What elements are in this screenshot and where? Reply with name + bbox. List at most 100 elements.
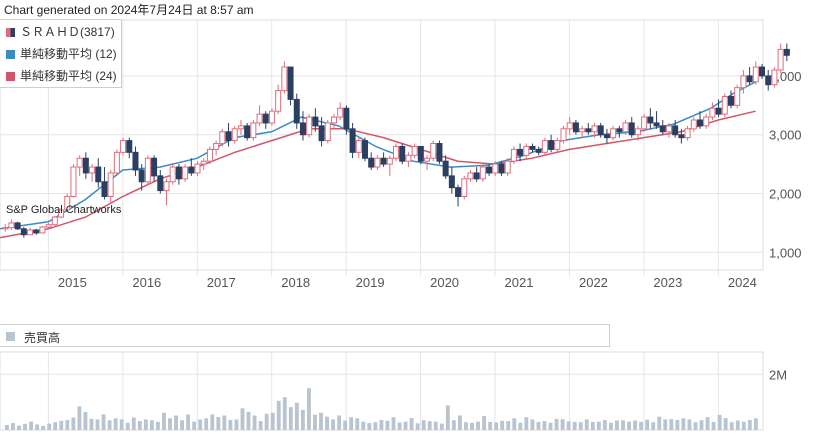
- legend-label-sma24: 単純移動平均 (24): [20, 69, 117, 83]
- candle-down: [603, 134, 610, 139]
- candle-up: [684, 128, 691, 139]
- volume-bar: [445, 405, 450, 430]
- volume-swatch: [6, 332, 15, 341]
- candle-up: [337, 107, 344, 118]
- volume-bar: [41, 425, 46, 430]
- candle-down: [151, 157, 158, 177]
- volume-bar: [95, 419, 100, 430]
- volume-bar: [288, 407, 293, 430]
- candle-down: [572, 122, 579, 133]
- volume-bar: [5, 424, 9, 430]
- x-tick-label: 2017: [207, 275, 236, 290]
- volume-bar: [270, 412, 275, 430]
- volume-bar: [741, 421, 746, 430]
- candle-up: [709, 107, 716, 118]
- volume-bar: [427, 421, 432, 430]
- volume-bar: [137, 421, 142, 430]
- candle-down: [765, 75, 772, 86]
- candle-down: [101, 181, 108, 197]
- candle-up: [560, 128, 567, 142]
- volume-legend[interactable]: 売買高: [0, 324, 610, 347]
- volume-bar: [681, 418, 686, 430]
- legend-item-price[interactable]: ＳＲＡＨＤ(3817): [6, 23, 115, 40]
- candle-down: [343, 107, 350, 130]
- volume-bar: [228, 419, 233, 430]
- candle-up: [2, 227, 9, 230]
- volume-bar: [403, 421, 408, 430]
- candle-up: [541, 140, 548, 153]
- volume-bar: [89, 418, 94, 430]
- volume-bar: [119, 419, 124, 430]
- candle-down: [20, 228, 27, 236]
- candle-down: [361, 140, 368, 159]
- x-tick-label: 2018: [281, 275, 310, 290]
- volume-bar: [131, 417, 136, 430]
- volume-bar: [542, 421, 547, 430]
- candle-up: [690, 119, 697, 130]
- candle-up: [523, 145, 530, 156]
- candle-down: [659, 125, 666, 133]
- volume-bar: [433, 421, 438, 430]
- price-tick-label: 1,000: [769, 245, 802, 260]
- volume-bar: [367, 423, 372, 430]
- candle-down: [672, 125, 679, 136]
- candle-down: [473, 172, 480, 180]
- legend-label-sma12: 単純移動平均 (12): [20, 47, 117, 61]
- candle-down: [727, 95, 734, 106]
- price-legend: ＳＲＡＨＤ(3817) 単純移動平均 (12) 単純移動平均 (24): [0, 19, 122, 88]
- volume-bar: [536, 421, 541, 430]
- volume-bar: [397, 422, 402, 430]
- volume-bar: [512, 418, 517, 430]
- volume-bar: [578, 422, 583, 430]
- volume-bar: [355, 418, 360, 430]
- candle-up: [405, 154, 412, 162]
- legend-item-sma24[interactable]: 単純移動平均 (24): [6, 67, 117, 84]
- volume-bar: [470, 422, 474, 430]
- candle-down: [312, 116, 319, 127]
- candle-down: [33, 229, 40, 234]
- sma24-line: [0, 110, 756, 239]
- volume-bar: [488, 421, 493, 430]
- volume-bar: [240, 408, 245, 430]
- candle-up: [182, 166, 189, 180]
- volume-bar: [633, 420, 637, 430]
- candle-up: [163, 181, 170, 192]
- legend-item-sma12[interactable]: 単純移動平均 (12): [6, 45, 117, 62]
- volume-bar: [717, 414, 722, 430]
- volume-bar: [319, 412, 323, 430]
- volume-bar: [198, 419, 203, 430]
- volume-bar: [83, 411, 88, 430]
- candle-up: [275, 90, 282, 112]
- candle-down: [244, 125, 251, 139]
- volume-bar: [307, 388, 311, 430]
- candle-up: [492, 163, 499, 174]
- candle-up: [219, 131, 226, 145]
- volume-bar: [705, 417, 710, 430]
- candle-up: [58, 209, 65, 218]
- candle-down: [486, 166, 493, 174]
- candle-down: [678, 134, 685, 139]
- x-tick-label: 2016: [132, 275, 161, 290]
- volume-bar: [409, 418, 414, 430]
- volume-bar: [524, 417, 529, 430]
- candle-up: [324, 122, 331, 142]
- candle-up: [231, 128, 238, 142]
- candle-down: [498, 163, 505, 174]
- volume-bar: [11, 423, 15, 430]
- volume-bar: [234, 419, 239, 430]
- volume-bar: [276, 400, 281, 430]
- volume-bar: [379, 419, 384, 430]
- volume-bar: [186, 414, 191, 430]
- candle-down: [368, 157, 375, 168]
- candle-down: [715, 107, 722, 115]
- volume-bar: [258, 421, 263, 430]
- volume-bar: [29, 421, 33, 430]
- volume-bar: [373, 422, 378, 430]
- volume-bar: [476, 421, 480, 430]
- candle-down: [399, 145, 406, 162]
- volume-bar: [17, 425, 21, 430]
- candle-up: [281, 66, 288, 92]
- volume-bar: [59, 420, 64, 430]
- chart-generated-label: Chart generated on 2024年7月24日 at 8:57 am: [4, 3, 254, 17]
- candle-up: [237, 125, 244, 130]
